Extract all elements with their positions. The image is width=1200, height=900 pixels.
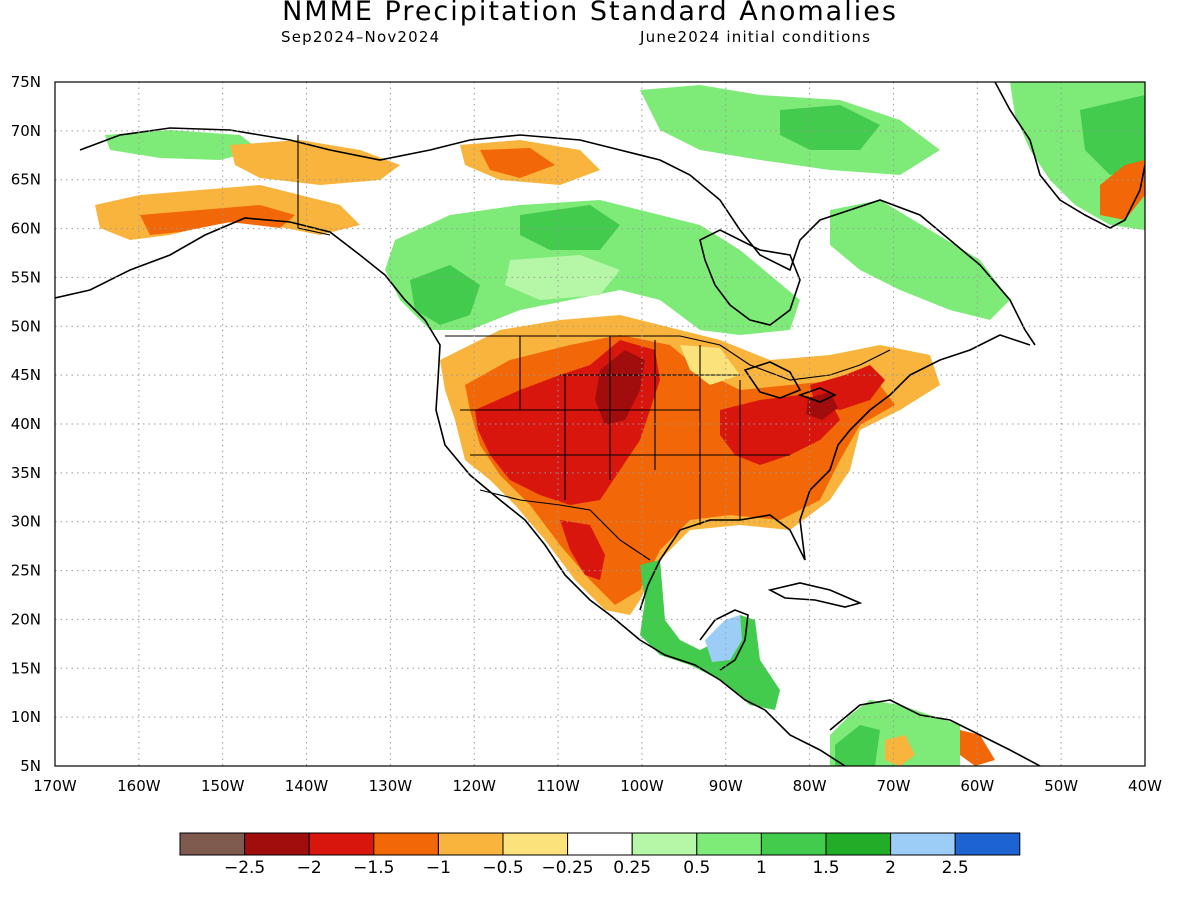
mexico-dry-strong	[560, 520, 605, 580]
colorbar-swatch	[567, 832, 633, 856]
longitude-axis: 170W 160W 150W 140W 130W 120W 110W 100W 90W 80W 70…	[33, 777, 1162, 795]
plot-frame	[54, 81, 1146, 767]
lon-tick-label: 40W	[1128, 777, 1162, 795]
lon-tick-label: 50W	[1044, 777, 1078, 795]
graticule	[55, 82, 1145, 766]
lon-tick-label: 90W	[709, 777, 743, 795]
lon-tick-label: 120W	[452, 777, 496, 795]
lon-tick-label: 170W	[33, 777, 77, 795]
mexico-wet-region	[640, 560, 780, 710]
colorbar-swatch	[437, 832, 504, 856]
lon-tick-label: 100W	[620, 777, 664, 795]
lon-tick-label: 130W	[369, 777, 413, 795]
arctic-wet-core	[780, 105, 880, 150]
lat-tick-label: 10N	[11, 708, 41, 726]
colorbar: −2.5 −2 −1.5 −1 −0.5 −0.25 0.25 0.5 1 1.5 2 2.5	[179, 832, 1021, 878]
lat-tick-label: 65N	[11, 171, 41, 189]
colorbar-label: −1.5	[353, 858, 394, 878]
lon-tick-label: 60W	[960, 777, 994, 795]
lat-tick-label: 5N	[20, 757, 41, 775]
colorbar-label: 2.5	[942, 858, 969, 878]
lat-tick-label: 50N	[11, 317, 41, 335]
hudson-bay-coastline	[699, 229, 801, 326]
nwt-dry-core	[480, 148, 555, 178]
lat-tick-label: 30N	[11, 513, 41, 531]
cuba-coastline	[767, 582, 863, 608]
lon-tick-label: 70W	[877, 777, 911, 795]
colorbar-swatch	[179, 832, 246, 856]
colorbar-label: 2	[885, 858, 896, 878]
lon-tick-label: 80W	[793, 777, 827, 795]
colorbar-swatch	[502, 832, 569, 856]
us-mexico-border	[479, 489, 651, 561]
alaska-dry-core	[140, 205, 295, 235]
colorbar-swatch	[373, 832, 439, 856]
yucatan-wet-region	[705, 615, 742, 662]
yucatan-coastline	[699, 609, 749, 671]
colorbar-label: 0.5	[683, 858, 710, 878]
colorbar-swatch	[760, 832, 827, 856]
south-america-wet-core	[835, 725, 880, 766]
greatlakes	[743, 361, 837, 403]
political-borders	[297, 135, 891, 561]
greenland-wet-core	[1080, 95, 1145, 175]
us-canada-border	[445, 335, 891, 381]
lat-tick-label: 20N	[11, 610, 41, 628]
colorbar-label: −1	[426, 858, 451, 878]
alaska-canada-border	[297, 135, 331, 236]
lat-tick-label: 40N	[11, 415, 41, 433]
colorbar-label: −0.5	[482, 858, 523, 878]
alaska-north-wet	[105, 130, 260, 160]
colorbar-label: −0.25	[542, 858, 594, 878]
greenland-dry-patch	[1100, 160, 1145, 220]
colorbar-swatch	[696, 832, 762, 856]
greenland-coastline	[994, 82, 1145, 229]
lat-tick-label: 70N	[11, 122, 41, 140]
labrador-wet-region	[830, 200, 1010, 320]
colorbar-swatch	[890, 832, 956, 856]
colorbar-swatch	[825, 832, 892, 856]
lat-tick-label: 35N	[11, 464, 41, 482]
yukon-dry-region	[230, 140, 400, 185]
lat-tick-label: 75N	[11, 73, 41, 91]
lon-tick-label: 160W	[117, 777, 161, 795]
lon-tick-label: 140W	[285, 777, 329, 795]
colorbar-label: 0.25	[613, 858, 651, 878]
colorbar-swatch	[631, 832, 698, 856]
colorbar-swatch	[954, 832, 1021, 856]
lat-tick-label: 25N	[11, 562, 41, 580]
season-subtitle: Sep2024–Nov2024	[281, 28, 441, 46]
lat-tick-label: 60N	[11, 220, 41, 238]
latitude-axis: 75N 70N 65N 60N 55N 50N 45N 40N 35N 30N 25N 20N 15N 1…	[11, 73, 41, 775]
lat-tick-label: 55N	[11, 268, 41, 286]
lon-tick-label: 150W	[201, 777, 245, 795]
initial-conditions-subtitle: June2024 initial conditions	[640, 28, 872, 46]
canada-wet-core	[410, 265, 480, 325]
lon-tick-label: 110W	[536, 777, 580, 795]
arctic-coastline	[79, 127, 1036, 346]
colorbar-label: 1.5	[812, 858, 839, 878]
lat-tick-label: 45N	[11, 366, 41, 384]
colorbar-label: −2	[297, 858, 322, 878]
lat-tick-label: 15N	[11, 659, 41, 677]
south-america-dry-patch	[885, 735, 915, 766]
plains-dry-severe	[595, 350, 645, 425]
northeast-dry-severe	[806, 392, 838, 420]
colorbar-label: −2.5	[224, 858, 265, 878]
colorbar-swatch	[308, 832, 375, 856]
colorbar-label: 1	[756, 858, 767, 878]
north-america-coastline	[55, 217, 846, 766]
canada-wet-core	[520, 205, 620, 250]
colorbar-swatch	[244, 832, 310, 856]
map-title: NMME Precipitation Standard Anomalies	[282, 0, 898, 27]
